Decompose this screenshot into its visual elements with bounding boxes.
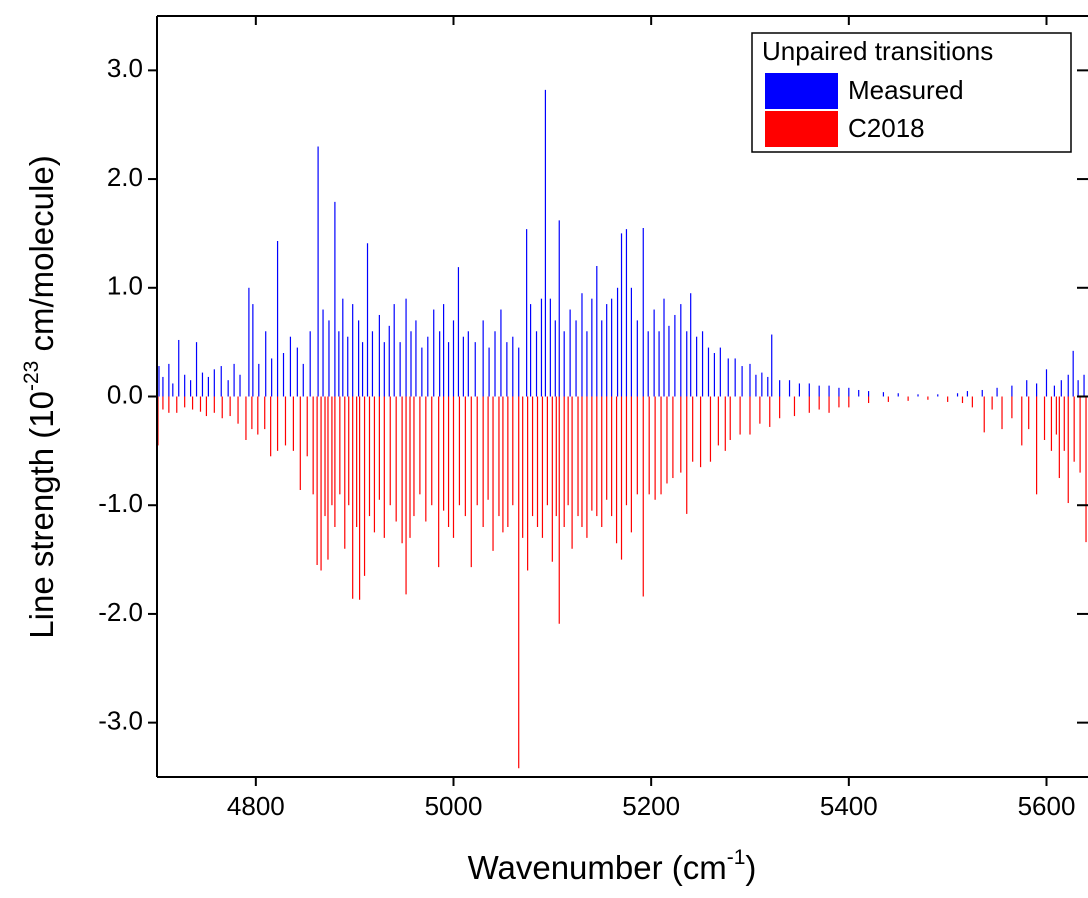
plot-area: [157, 89, 1087, 769]
x-tick-label: 4800: [227, 791, 285, 821]
axes: -3.0 -2.0 -1.0 0.0 1.0 2.0 3.0 4800 5000 5200 5400…: [98, 15, 1088, 821]
legend: Unpaired transitions Measured C2018: [751, 32, 1072, 153]
x-tick-label: 5600: [1018, 791, 1076, 821]
y-tick-label: -2.0: [98, 597, 143, 627]
x-tick-label: 5200: [622, 791, 680, 821]
y-tick-label: -1.0: [98, 488, 143, 518]
x-tick-label: 5000: [425, 791, 483, 821]
legend-title: Unpaired transitions: [762, 36, 993, 66]
y-tick-label: 1.0: [107, 271, 143, 301]
y-tick-label: 2.0: [107, 162, 143, 192]
legend-swatch: [765, 73, 838, 109]
y-tick-label: 0.0: [107, 379, 143, 409]
legend-swatch: [765, 111, 838, 147]
legend-label: C2018: [848, 113, 925, 143]
y-tick-label: -3.0: [98, 706, 143, 736]
y-tick-label: 3.0: [107, 53, 143, 83]
legend-label: Measured: [848, 75, 964, 105]
x-axis-title: Wavenumber (cm-1): [468, 846, 757, 886]
y-axis-title: Line strength (10-23 cm/molecule): [20, 155, 60, 638]
x-tick-label: 5400: [820, 791, 878, 821]
